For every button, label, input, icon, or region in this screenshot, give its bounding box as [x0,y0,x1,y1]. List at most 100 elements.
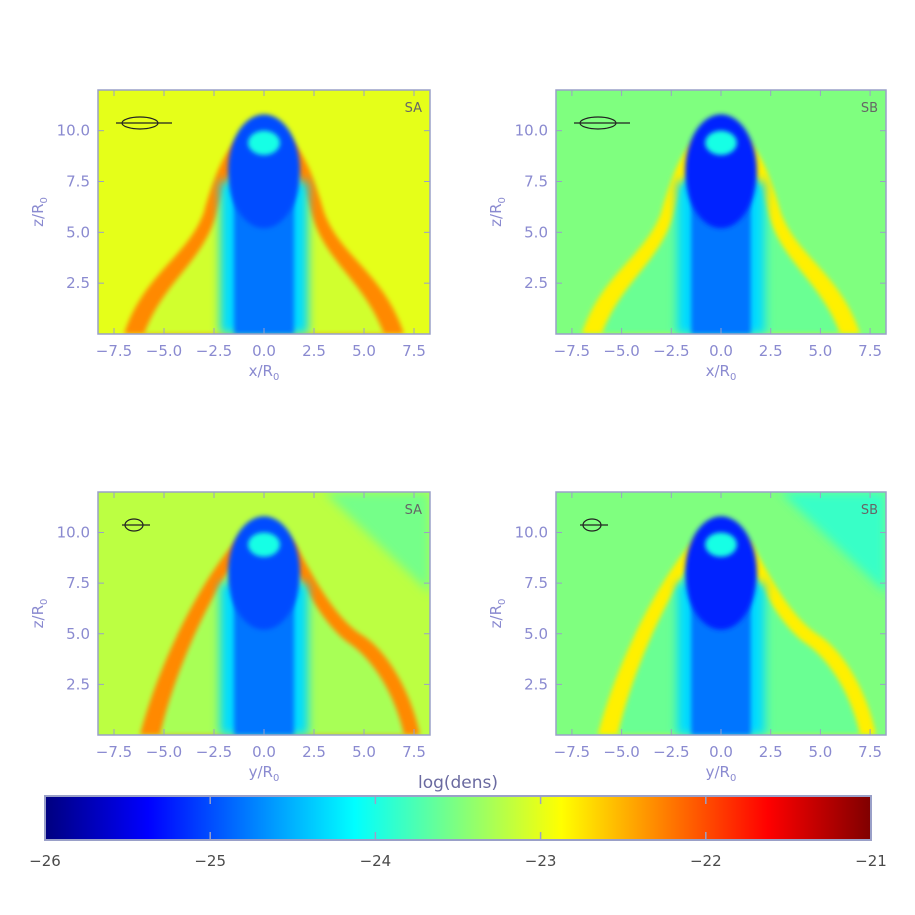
x-tick-label: −2.5 [653,342,689,360]
y-tick: 2.5 [66,675,430,693]
x-tick-label: 0.0 [252,743,276,761]
y-tick: 2.5 [524,274,886,292]
x-tick: 0.0 [252,90,276,360]
colorbar-gradient [44,795,872,841]
y-tick-label: 10.0 [57,524,90,542]
density-map [98,492,430,735]
x-tick: −2.5 [196,492,232,761]
x-tick: −2.5 [653,90,690,360]
x-tick: 2.5 [759,90,783,360]
y-tick-label: 5.0 [524,625,548,643]
colorbar-tick-label: −25 [194,852,226,870]
y-tick: 2.5 [524,675,886,693]
x-tick: 0.0 [252,492,276,761]
x-tick-label: 2.5 [302,743,326,761]
x-tick: 7.5 [402,90,426,360]
cavity-cap [248,532,280,557]
x-axis-label: x/R0 [706,362,737,383]
x-tick-label: 7.5 [402,342,426,360]
x-axis: −7.5 −5.0 −2.5 0.0 2.5 5.0 7.5 [96,492,426,761]
y-tick-label: 2.5 [66,274,90,292]
x-tick-label: −2.5 [196,743,232,761]
x-tick: −7.5 [96,90,132,360]
colorbar-tick: −24 [360,796,392,870]
x-tick-label: −7.5 [554,743,590,761]
x-tick-label: 2.5 [759,342,783,360]
colorbar-tick-label: −23 [525,852,557,870]
y-tick: 7.5 [524,173,886,191]
x-tick: −2.5 [196,90,232,360]
y-axis: 2.5 5.0 7.5 10.0 [515,524,886,693]
geometry-inset-icon [116,116,172,130]
x-tick: 0.0 [709,492,733,761]
x-tick: −5.0 [603,492,640,761]
colorbar-tick-label: −22 [690,852,722,870]
x-tick-label: −7.5 [96,342,132,360]
x-tick: −7.5 [96,492,132,761]
x-tick: −5.0 [603,90,640,360]
panel-label: SA [405,503,422,518]
y-axis: 2.5 5.0 7.5 10.0 [57,524,430,693]
y-axis: 2.5 5.0 7.5 10.0 [57,122,430,292]
density-panel-1: SA −7.5 −5.0 −2.5 0.0 2.5 5.0 7.5 2.5 5.0 7.5 10.0 x… [29,89,431,383]
x-tick-label: 2.5 [759,743,783,761]
y-tick: 7.5 [66,574,430,592]
x-tick-label: 7.5 [858,342,882,360]
panel-label: SB [861,101,878,116]
x-tick: 7.5 [402,492,426,761]
colorbar-title: log(dens) [418,773,498,793]
x-tick: 2.5 [302,492,326,761]
x-tick-label: 0.0 [709,342,733,360]
x-tick: −7.5 [554,90,590,360]
x-tick: 5.0 [352,492,376,761]
x-tick-label: −5.0 [146,743,182,761]
cavity-cap [248,130,280,156]
y-tick: 5.0 [66,625,430,643]
cavity [685,114,757,229]
x-axis: −7.5 −5.0 −2.5 0.0 2.5 5.0 7.5 [96,90,426,360]
x-tick-label: −5.0 [603,743,639,761]
x-tick-label: 7.5 [402,743,426,761]
x-tick-label: 0.0 [252,342,276,360]
colorbar-tick-label: −24 [360,852,392,870]
colorbar-tick: −25 [194,796,226,870]
y-tick: 5.0 [66,223,430,241]
x-tick-label: 2.5 [302,342,326,360]
x-axis-label: y/R0 [706,763,737,784]
colorbar-tick: −26 [29,796,61,870]
x-tick: 7.5 [858,90,882,360]
ambient-gradient [324,492,430,594]
geometry-inset-icon [122,518,150,532]
y-tick: 10.0 [515,122,886,140]
colorbar-tick-label: −26 [29,852,61,870]
panel-label: SA [405,101,422,116]
y-axis-label: z/R0 [29,599,50,629]
y-tick: 2.5 [66,274,430,292]
cavity [228,114,300,229]
y-tick: 7.5 [66,173,430,191]
x-tick: −2.5 [653,492,690,761]
y-tick-label: 2.5 [524,274,548,292]
x-tick-label: 0.0 [709,743,733,761]
y-tick: 7.5 [524,574,886,592]
x-tick: −5.0 [146,492,182,761]
y-tick: 5.0 [524,223,886,241]
y-tick-label: 2.5 [524,675,548,693]
y-tick-label: 7.5 [66,173,90,191]
ambient-gradient [780,492,886,594]
y-tick-label: 10.0 [57,122,90,140]
y-tick: 10.0 [515,524,886,542]
density-panel-2: SB −7.5 −5.0 −2.5 0.0 2.5 5.0 7.5 2.5 5.0 7.5 10.0 x… [487,89,887,383]
x-tick-label: 5.0 [808,743,832,761]
x-tick-label: 5.0 [352,743,376,761]
y-tick-label: 7.5 [524,173,548,191]
y-tick-label: 5.0 [66,223,90,241]
y-tick: 10.0 [57,524,430,542]
x-tick-label: −5.0 [146,342,182,360]
y-axis-label: z/R0 [29,197,50,227]
x-tick: −7.5 [554,492,590,761]
x-axis-label: y/R0 [249,763,280,784]
density-map [98,90,430,334]
x-tick: 2.5 [759,492,783,761]
x-tick: 5.0 [352,90,376,360]
